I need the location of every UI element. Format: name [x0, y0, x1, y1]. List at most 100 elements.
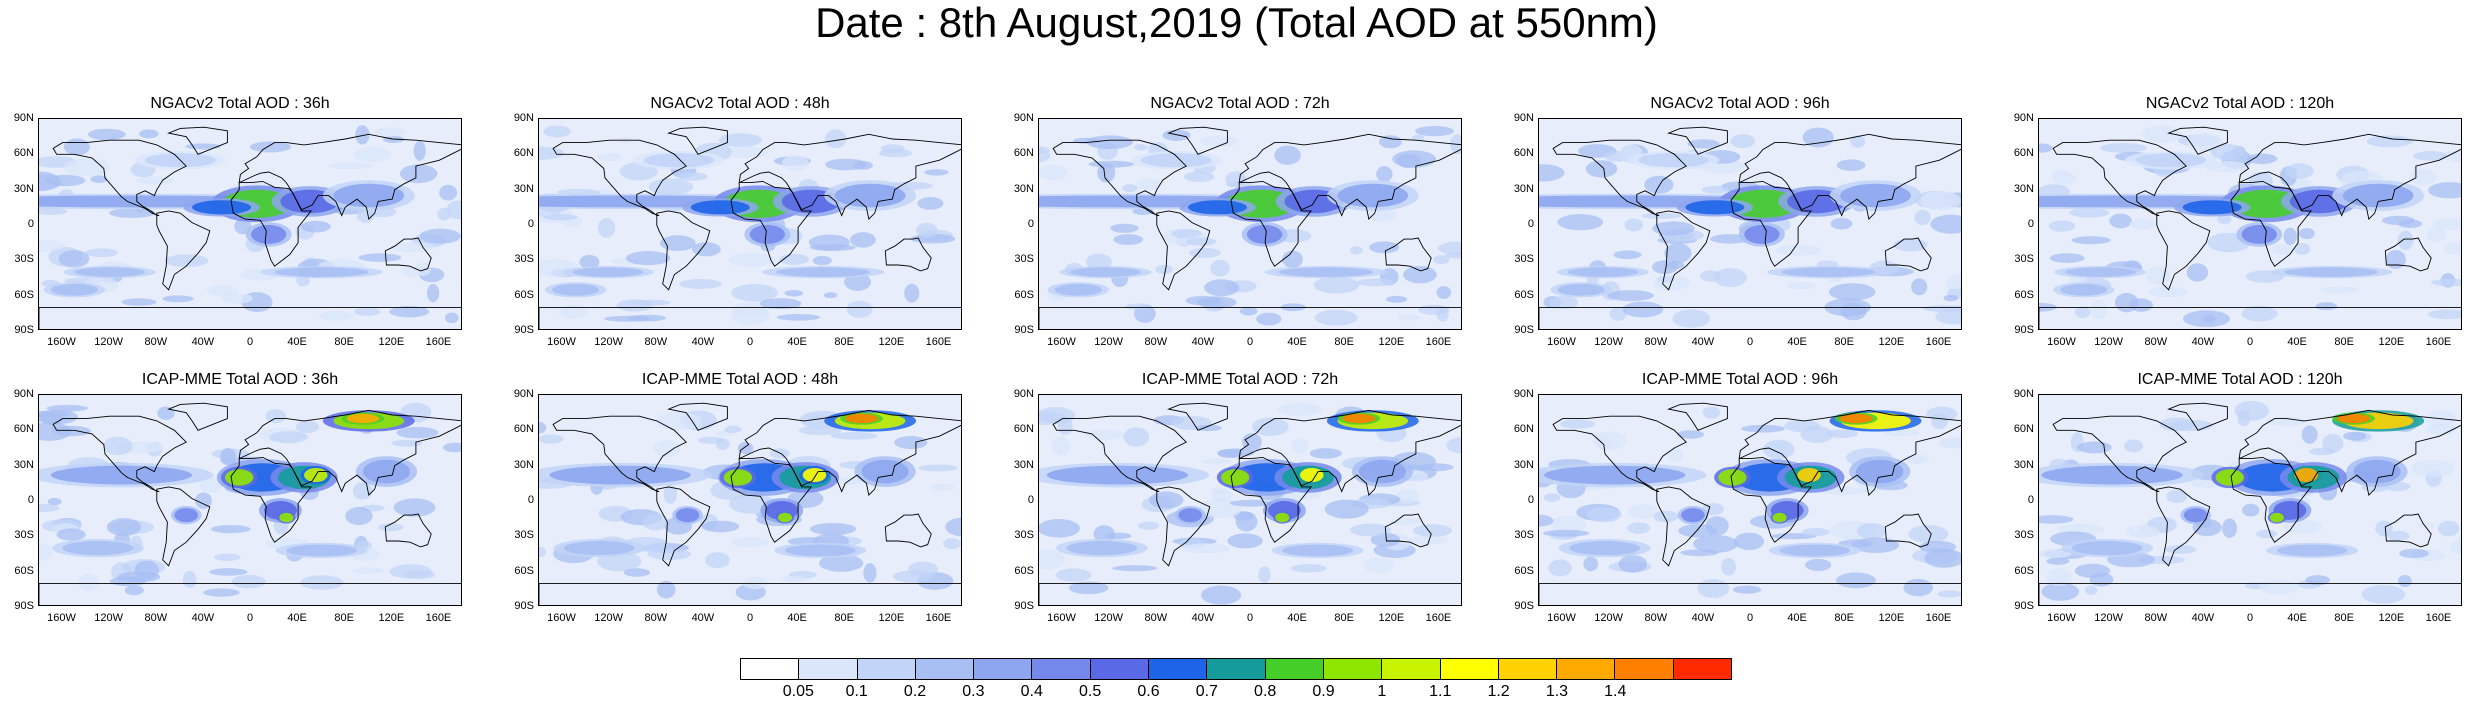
aod-background-cell: [798, 425, 842, 436]
aod-background-cell: [1652, 260, 1679, 274]
aod-background-cell: [1730, 134, 1755, 149]
coastline: [52, 415, 187, 493]
aod-background-cell: [1291, 438, 1309, 454]
aod-background-cell: [2343, 431, 2367, 441]
map-panel: NGACv2 Total AOD : 96h 90N 60N 30N 0 30S 60S 90…: [1500, 94, 1980, 364]
longitude-tick-label: 160E: [1425, 336, 1452, 348]
latitude-tick-label: 30N: [13, 458, 34, 471]
aod-plume: [552, 283, 600, 296]
aod-background-cell: [1134, 144, 1148, 151]
colorbar-label: 1.4: [1604, 683, 1627, 700]
colorbar-label: 0.3: [962, 683, 985, 700]
aod-plume: [675, 508, 700, 523]
aod-background-cell: [2301, 425, 2318, 444]
aod-background-cell: [391, 242, 435, 253]
coastline: [1039, 582, 1461, 605]
coastline: [1552, 415, 1687, 493]
aod-background-cell: [1097, 163, 1116, 183]
aod-colorbar-labels: 0.05 0.1 0.2 0.3 0.4 0.5 0.6 0.7 0.8 0.9 1 1.1 1.2 1.…: [740, 683, 1732, 701]
aod-plume: [192, 200, 251, 215]
coastline: [738, 409, 961, 497]
aod-plume: [1569, 541, 1640, 556]
aod-background-cell: [443, 442, 461, 453]
aod-plume: [1839, 413, 1873, 424]
longitude-tick-label: 40E: [1787, 336, 1807, 348]
aod-background-cell: [2426, 226, 2446, 243]
aod-map: [1039, 119, 1461, 329]
aod-plume: [1221, 469, 1250, 486]
aod-plume: [62, 541, 134, 556]
latitude-tick-label: 90N: [13, 388, 34, 400]
aod-background-cell: [781, 575, 808, 583]
aod-background-cell: [396, 426, 439, 439]
aod-background-cell: [863, 563, 877, 583]
aod-background-cell: [2041, 582, 2080, 601]
map-frame: [38, 118, 462, 330]
map-panel: ICAP-MME Total AOD : 48h 90N 60N 30N 0 30S 60S…: [500, 370, 980, 640]
coastline: [230, 456, 313, 543]
coastline: [2384, 237, 2432, 272]
latitude-tick-label: 60S: [1014, 288, 1034, 301]
aod-plume: [1840, 183, 1911, 208]
aod-background-cell: [221, 293, 253, 304]
aod-background-cell: [1856, 523, 1887, 539]
aod-background-cell: [2361, 584, 2406, 604]
aod-background-cell: [724, 425, 742, 434]
aod-background-cell: [1093, 525, 1115, 543]
longitude-tick-label: 160W: [547, 336, 576, 348]
aod-background-cell: [1914, 209, 1931, 226]
latitude-tick-label: 90S: [2014, 600, 2034, 612]
aod-plume: [1744, 225, 1780, 244]
aod-background-cell: [1653, 510, 1679, 523]
aod-background-cell: [1446, 437, 1461, 454]
aod-plume: [834, 183, 906, 208]
latitude-tick-label: 60S: [1514, 564, 1534, 577]
longitude-tick-label: 40W: [191, 336, 215, 348]
aod-background-cell: [1903, 578, 1933, 597]
aod-background-cell: [2069, 208, 2110, 218]
aod-background-cell: [1926, 406, 1958, 422]
aod-background-cell: [642, 513, 669, 531]
aod-background-cell: [2100, 143, 2147, 153]
aod-background-cell: [2443, 242, 2461, 255]
aod-background-cell: [1349, 246, 1363, 255]
aod-plume: [2215, 469, 2244, 486]
longitude-tick-label: 80W: [144, 336, 168, 348]
latitude-tick-label: 30N: [2013, 458, 2034, 471]
aod-plume: [2064, 267, 2136, 277]
longitude-tick-label: 80E: [2334, 612, 2354, 624]
aod-background-cell: [1185, 295, 1221, 306]
longitude-tick-label: 160W: [47, 612, 76, 624]
aod-plume: [2060, 283, 2108, 296]
longitude-tick-label: 160W: [1047, 336, 1076, 348]
coastline: [2167, 402, 2228, 431]
aod-background-cell: [2319, 286, 2359, 294]
latitude-tick-label: 0: [527, 218, 534, 230]
latitude-tick-label: 60N: [2013, 423, 2034, 436]
longitude-tick-label: 80E: [1334, 612, 1354, 624]
aod-background-cell: [2145, 266, 2171, 286]
coastline: [238, 409, 461, 497]
aod-plume: [643, 153, 715, 168]
aod-background-cell: [918, 464, 958, 472]
latitude-tick-label: 60N: [1013, 423, 1034, 436]
latitude-tick-label: 90N: [2013, 388, 2034, 400]
aod-background-cell: [2084, 585, 2098, 595]
aod-background-cell: [1396, 488, 1419, 504]
aod-plume: [333, 183, 405, 208]
map-panel: NGACv2 Total AOD : 72h 90N 60N 30N 0 30S 60S 90…: [1000, 94, 1480, 364]
longitude-tick-label: 80W: [1644, 612, 1668, 624]
aod-background-cell: [623, 568, 650, 577]
aod-background-cell: [679, 278, 722, 289]
aod-plume: [802, 468, 827, 483]
latitude-tick-label: 30S: [1014, 529, 1034, 542]
aod-plume: [1178, 508, 1203, 523]
aod-background-cell: [1677, 430, 1705, 439]
coastline: [552, 415, 687, 493]
aod-background-cell: [1787, 281, 1816, 290]
aod-background-cell: [2387, 530, 2410, 541]
latitude-tick-label: 60S: [514, 288, 534, 301]
longitude-tick-label: 160E: [1925, 336, 1952, 348]
aod-plume: [2336, 413, 2370, 424]
aod-background-cell: [924, 169, 949, 176]
